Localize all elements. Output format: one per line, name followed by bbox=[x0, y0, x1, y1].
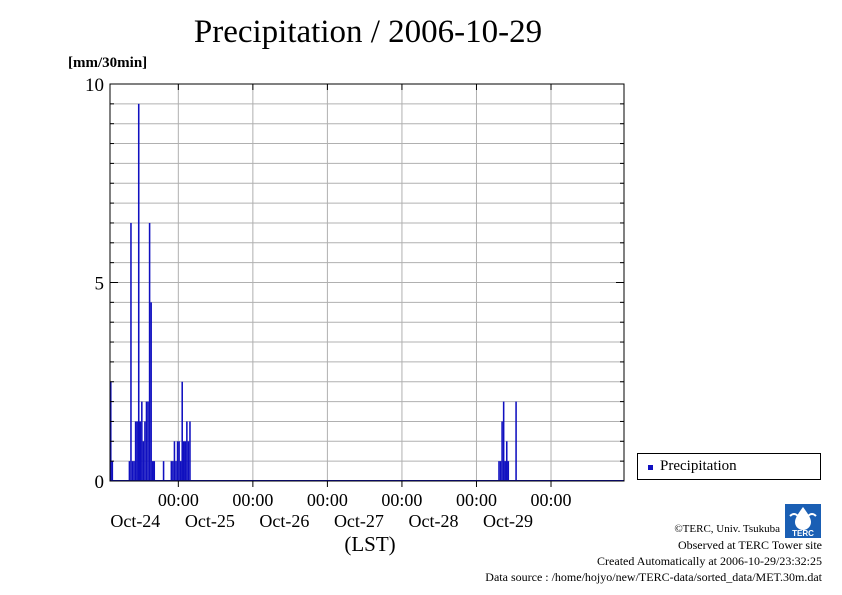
bar bbox=[181, 381, 183, 481]
x-tick-time-label: 00:00 bbox=[232, 490, 273, 510]
bar bbox=[144, 421, 146, 481]
bar bbox=[498, 461, 500, 481]
legend-label: Precipitation bbox=[660, 458, 737, 474]
logo-text: TERC bbox=[792, 529, 814, 538]
y-axis-unit: [mm/30min] bbox=[68, 55, 148, 71]
y-tick-label: 10 bbox=[85, 75, 104, 96]
y-tick-label: 0 bbox=[95, 472, 105, 493]
bar bbox=[189, 421, 191, 481]
x-axis-label: (LST) bbox=[344, 532, 396, 556]
bar bbox=[141, 401, 143, 481]
bar bbox=[186, 421, 188, 481]
bar bbox=[170, 461, 173, 481]
bar bbox=[505, 441, 508, 481]
x-tick-time-label: 00:00 bbox=[307, 490, 348, 510]
x-tick-time-label: 00:00 bbox=[531, 490, 572, 510]
bar bbox=[142, 441, 145, 481]
x-tick-date-label: Oct-27 bbox=[334, 511, 384, 531]
bar bbox=[502, 401, 505, 481]
x-tick-date-label: Oct-24 bbox=[110, 511, 160, 531]
bar bbox=[110, 381, 112, 481]
bar bbox=[172, 461, 174, 481]
x-tick-time-label: 00:00 bbox=[158, 490, 199, 510]
bar bbox=[176, 441, 179, 481]
bar bbox=[499, 461, 502, 481]
water-drop-icon bbox=[795, 507, 811, 530]
bar bbox=[130, 222, 132, 481]
bar bbox=[128, 461, 131, 481]
bar bbox=[179, 461, 182, 481]
bar bbox=[501, 421, 503, 481]
legend-marker bbox=[648, 465, 653, 470]
data-source-text: Data source : /home/hojyo/new/TERC-data/… bbox=[485, 570, 822, 584]
copyright-text: ©TERC, Univ. Tsukuba bbox=[674, 523, 780, 535]
x-tick-time-label: 00:00 bbox=[456, 490, 497, 510]
created-timestamp-text: Created Automatically at 2006-10-29/23:3… bbox=[597, 554, 822, 568]
bar bbox=[133, 461, 135, 481]
x-tick-date-label: Oct-29 bbox=[483, 511, 533, 531]
bar bbox=[139, 421, 142, 481]
bar bbox=[111, 461, 114, 481]
bar bbox=[178, 441, 180, 481]
bar bbox=[153, 461, 156, 481]
bar bbox=[137, 103, 140, 481]
bar bbox=[145, 401, 148, 481]
bar bbox=[504, 461, 506, 481]
bar bbox=[147, 401, 149, 481]
x-tick-date-label: Oct-26 bbox=[259, 511, 309, 531]
chart-title: Precipitation / 2006-10-29 bbox=[193, 14, 543, 50]
x-tick-date-label: Oct-25 bbox=[185, 511, 235, 531]
credits-block: ©TERC, Univ. Tsukuba Observed at TERC To… bbox=[485, 521, 822, 585]
bar bbox=[131, 461, 134, 481]
bar bbox=[134, 421, 137, 481]
y-tick-label: 5 bbox=[95, 274, 105, 295]
bar bbox=[175, 461, 177, 481]
wave-icon bbox=[789, 513, 817, 517]
bar bbox=[507, 461, 510, 481]
bar bbox=[182, 441, 185, 481]
bar bbox=[173, 441, 176, 481]
x-tick-time-label: 00:00 bbox=[381, 490, 422, 510]
bar bbox=[515, 401, 517, 481]
x-tick-date-label: Oct-28 bbox=[408, 511, 458, 531]
bar bbox=[162, 461, 165, 481]
terc-logo: TERC bbox=[785, 504, 821, 538]
bar bbox=[187, 441, 190, 481]
bar bbox=[184, 441, 187, 481]
bar bbox=[151, 461, 154, 481]
bar bbox=[148, 222, 151, 481]
observed-site-text: Observed at TERC Tower site bbox=[677, 538, 822, 552]
legend: Precipitation bbox=[637, 453, 821, 480]
bar bbox=[150, 302, 152, 481]
bar bbox=[136, 421, 138, 481]
